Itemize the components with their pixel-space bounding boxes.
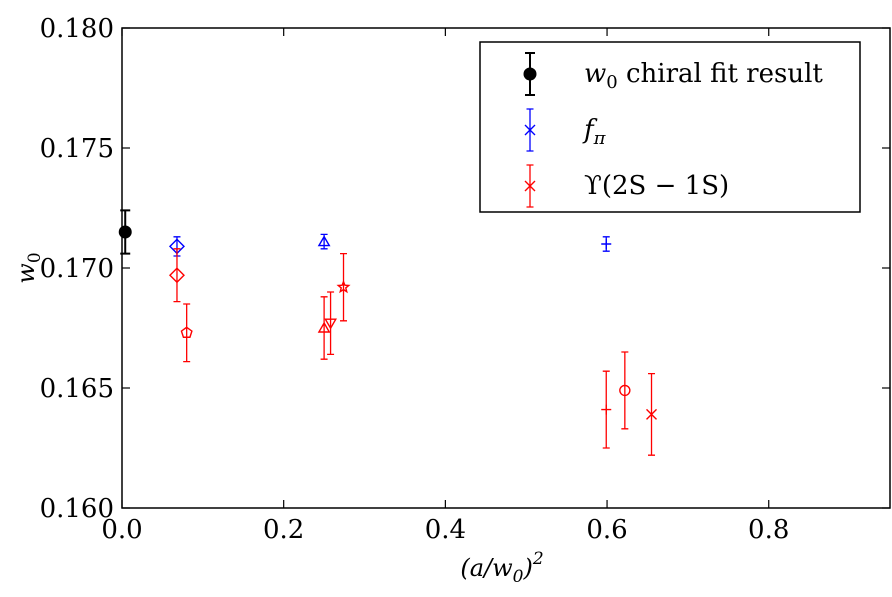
y-axis-label: w0: [12, 252, 45, 283]
legend: w0 chiral fit result fπ ϒ(2S − 1S): [479, 41, 861, 213]
x-tick-label: 0.0: [101, 515, 142, 545]
legend-label-upsilon: ϒ(2S − 1S): [584, 171, 729, 201]
legend-marker: [524, 180, 536, 192]
error-bar: [621, 351, 629, 430]
y-tick-label: 0.165: [40, 374, 114, 404]
data-point: [601, 239, 612, 249]
legend-marker: [524, 124, 536, 136]
y-tick-label: 0.175: [40, 134, 114, 164]
data-point: [168, 267, 185, 284]
data-point: [324, 318, 337, 330]
data-marks: [118, 209, 658, 456]
legend-marker: [523, 67, 537, 81]
data-point: [601, 404, 612, 415]
error-bar: [340, 252, 348, 322]
x-axis-label: (a/w0)2: [460, 549, 543, 587]
data-point: [619, 384, 631, 397]
x-tick-label: 0.6: [586, 515, 627, 545]
error-bar: [327, 291, 335, 356]
data-point: [646, 408, 658, 420]
x-tick-label: 0.8: [748, 515, 789, 545]
error-bar: [183, 303, 191, 363]
error-bar: [320, 296, 328, 360]
error-bar: [173, 248, 181, 303]
y-tick-label: 0.160: [40, 494, 114, 524]
data-point: [118, 225, 132, 239]
x-tick-label: 0.4: [425, 515, 466, 545]
y-tick-label: 0.170: [40, 254, 114, 284]
data-point: [336, 279, 351, 294]
legend-label-w0: w0 chiral fit result: [584, 59, 823, 93]
legend-marks: [523, 52, 537, 208]
axis-ticks: 0.0 0.2 0.4 0.6 0.8 0.160 0.165 0.170 0.175 0.180: [40, 14, 890, 545]
data-point: [180, 326, 193, 338]
x-tick-label: 0.2: [263, 515, 304, 545]
svg-text:w0: w0: [12, 252, 45, 283]
data-point: [317, 321, 331, 333]
data-point: [317, 235, 331, 247]
y-tick-label: 0.180: [40, 14, 114, 44]
legend-box: [479, 41, 861, 213]
